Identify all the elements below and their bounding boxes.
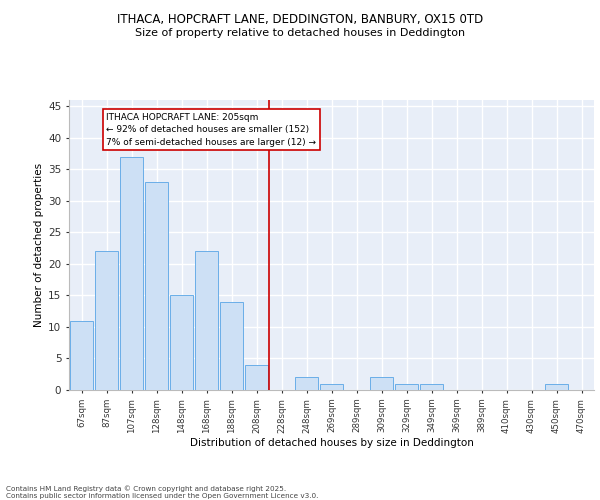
Bar	[95, 252, 118, 390]
Bar	[220, 302, 243, 390]
Bar	[170, 296, 193, 390]
Text: Size of property relative to detached houses in Deddington: Size of property relative to detached ho…	[135, 28, 465, 38]
Bar	[195, 252, 218, 390]
Bar	[420, 384, 443, 390]
Bar	[70, 320, 93, 390]
X-axis label: Distribution of detached houses by size in Deddington: Distribution of detached houses by size …	[190, 438, 473, 448]
Bar	[395, 384, 418, 390]
Bar	[245, 365, 268, 390]
Bar	[120, 156, 143, 390]
Y-axis label: Number of detached properties: Number of detached properties	[34, 163, 44, 327]
Bar	[320, 384, 343, 390]
Bar	[145, 182, 168, 390]
Text: ITHACA HOPCRAFT LANE: 205sqm
← 92% of detached houses are smaller (152)
7% of se: ITHACA HOPCRAFT LANE: 205sqm ← 92% of de…	[107, 112, 317, 146]
Bar	[295, 378, 318, 390]
Text: Contains HM Land Registry data © Crown copyright and database right 2025.
Contai: Contains HM Land Registry data © Crown c…	[6, 486, 319, 499]
Bar	[545, 384, 568, 390]
Text: ITHACA, HOPCRAFT LANE, DEDDINGTON, BANBURY, OX15 0TD: ITHACA, HOPCRAFT LANE, DEDDINGTON, BANBU…	[117, 12, 483, 26]
Bar	[370, 378, 393, 390]
